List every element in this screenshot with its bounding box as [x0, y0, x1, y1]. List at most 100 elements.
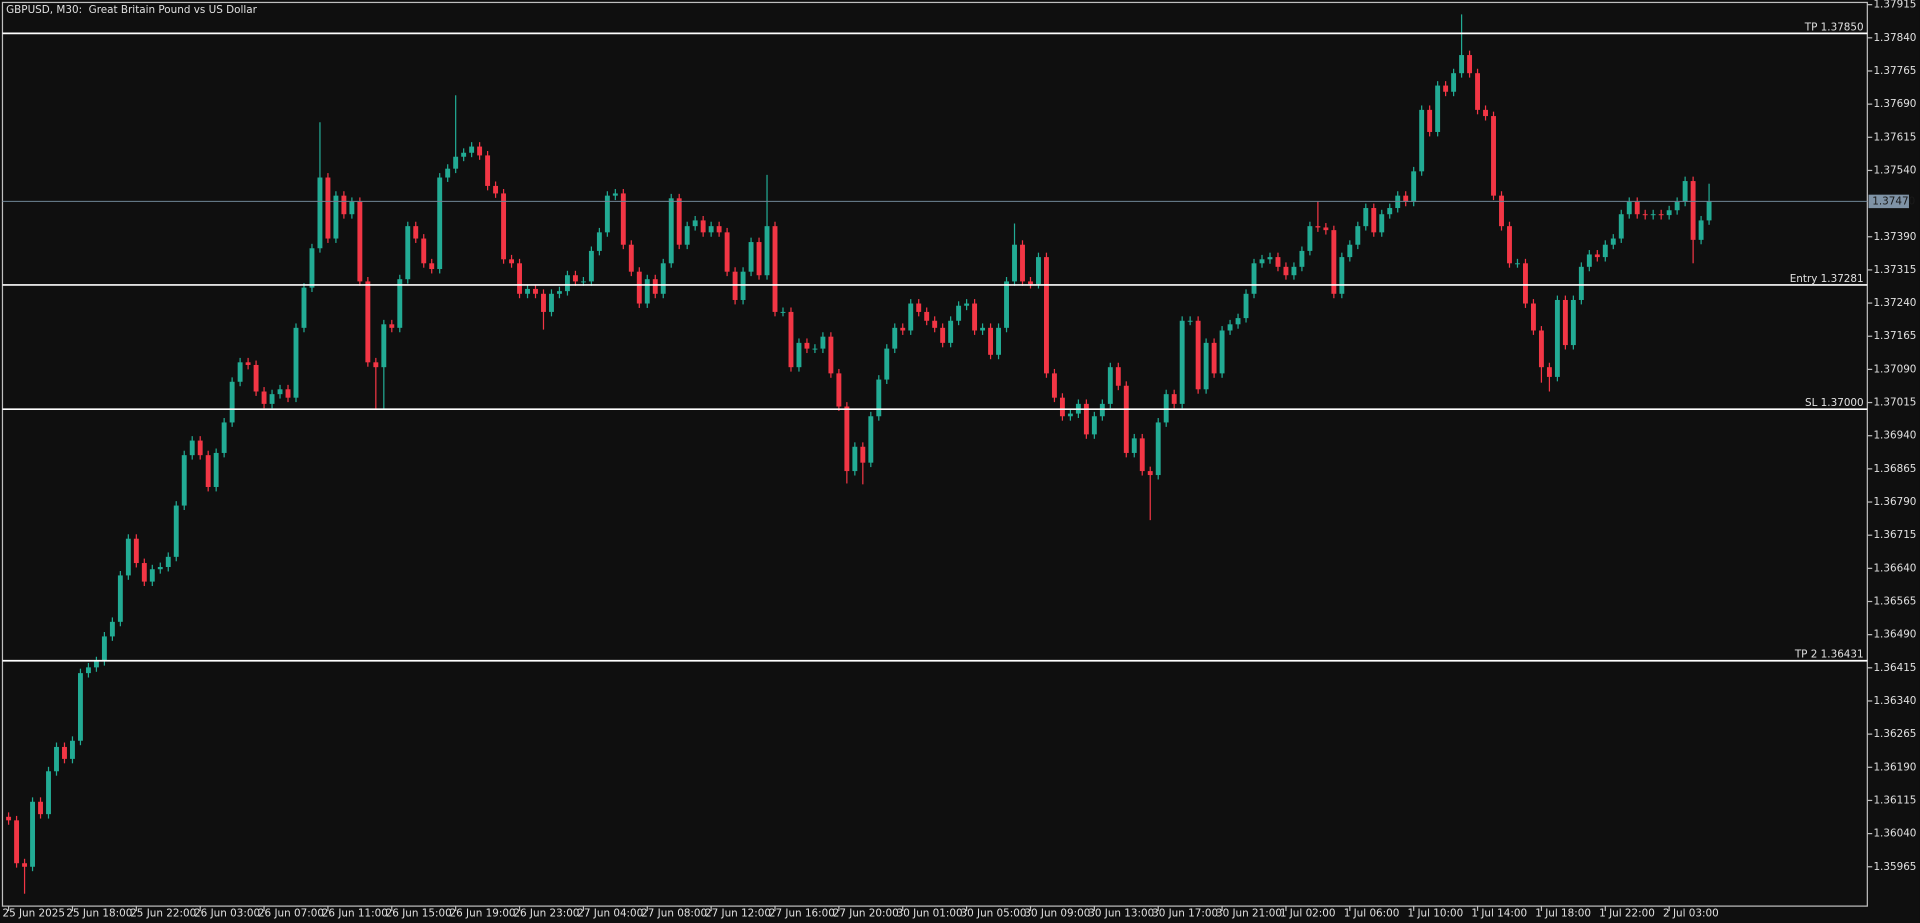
candle-body	[1283, 266, 1289, 276]
y-tick-label: 1.37090	[1873, 363, 1916, 375]
candle-body	[636, 271, 642, 304]
candle-body	[1379, 214, 1385, 233]
plot-frame	[1, 1, 1868, 907]
candle-body	[1538, 330, 1544, 368]
candle-body	[1004, 281, 1009, 328]
candle-body	[820, 336, 826, 349]
candle-body	[469, 146, 475, 153]
candle-body	[1020, 244, 1025, 282]
candle-body	[924, 311, 930, 321]
candle-body	[604, 195, 610, 233]
y-tick-label: 1.36490	[1873, 629, 1916, 641]
x-tick-label: 26 Jun 19:00	[450, 907, 516, 919]
level-label: TP 2 1.36431	[1794, 649, 1864, 661]
candle-body	[1115, 367, 1121, 386]
candle-body	[1427, 109, 1433, 132]
candle-body	[564, 275, 570, 292]
candle-body	[237, 362, 243, 382]
candle-body	[14, 820, 20, 864]
candle-body	[916, 303, 922, 312]
candle-body	[1515, 263, 1520, 265]
candle-body	[261, 391, 267, 404]
candle-body	[1267, 257, 1273, 260]
candle-body	[173, 505, 179, 557]
candle-body	[812, 348, 818, 350]
candle-body	[1650, 214, 1656, 216]
candle-body	[285, 389, 291, 398]
candle-body	[341, 195, 347, 215]
candle-body	[309, 248, 315, 288]
candle-body	[501, 193, 507, 260]
x-tick-label: 30 Jun 09:00	[1024, 907, 1090, 919]
candle-body	[1259, 259, 1265, 264]
candle-body	[1499, 195, 1504, 227]
x-tick-label: 27 Jun 12:00	[705, 907, 771, 919]
candle-body	[389, 324, 395, 328]
candle-body	[1642, 214, 1648, 216]
candle-body	[557, 291, 562, 294]
candle-body	[1682, 181, 1688, 202]
candle-body	[852, 446, 858, 472]
candle-body	[1570, 299, 1576, 346]
candle-body	[245, 362, 251, 365]
candle-body	[493, 185, 499, 194]
candle-body	[293, 327, 299, 398]
y-tick-label: 1.36415	[1873, 662, 1916, 674]
candle-body	[1059, 397, 1065, 417]
candle-body	[54, 746, 59, 772]
candle-body	[708, 226, 714, 233]
candle-body	[748, 242, 754, 272]
candle-body	[421, 238, 427, 264]
candle-body	[764, 226, 770, 276]
candle-body	[38, 801, 43, 815]
candle-body	[652, 279, 658, 294]
candle-body	[349, 201, 355, 215]
x-tick-label: 1 Jul 06:00	[1344, 907, 1400, 919]
candle-body	[1099, 403, 1105, 417]
candle-body	[1435, 85, 1441, 132]
y-tick-label: 1.36340	[1873, 695, 1916, 707]
candle-body	[1155, 422, 1161, 476]
candle-body	[1403, 195, 1409, 202]
candle-body	[1195, 320, 1201, 390]
candle-body	[1459, 55, 1465, 74]
candle-body	[1307, 226, 1313, 251]
candle-body	[1179, 320, 1185, 404]
candle-body	[1331, 230, 1337, 294]
candle-body	[1299, 250, 1305, 267]
candle-body	[1562, 299, 1568, 346]
candle-body	[1036, 257, 1041, 285]
candle-body	[644, 279, 650, 304]
x-tick-label: 27 Jun 08:00	[641, 907, 707, 919]
candle-body	[788, 311, 794, 368]
candle-body	[956, 305, 962, 321]
candle-body	[253, 364, 259, 392]
candle-body	[740, 271, 746, 300]
candle-body	[908, 303, 914, 331]
candle-body	[692, 220, 698, 227]
y-tick-label: 1.37315	[1873, 264, 1916, 276]
candle-body	[1467, 55, 1473, 74]
candle-body	[133, 538, 139, 564]
candle-body	[453, 156, 459, 169]
candle-body	[964, 303, 970, 306]
x-tick-label: 1 Jul 22:00	[1599, 907, 1655, 919]
candle-body	[381, 324, 387, 368]
level-label: Entry 1.37281	[1790, 273, 1864, 285]
candle-body	[676, 198, 682, 245]
candle-body	[940, 327, 946, 343]
y-tick-label: 1.35965	[1873, 861, 1916, 873]
candle-body	[1475, 73, 1481, 110]
y-tick-label: 1.37390	[1873, 231, 1916, 243]
candle-body	[1043, 257, 1049, 374]
level-label: SL 1.37000	[1805, 397, 1864, 409]
candle-body	[6, 816, 12, 821]
candle-body	[1091, 416, 1097, 435]
candle-body	[1578, 266, 1584, 300]
candle-body	[1626, 201, 1632, 215]
candle-body	[317, 177, 323, 249]
x-tick-label: 1 Jul 14:00	[1471, 907, 1527, 919]
candle-body	[1123, 385, 1129, 453]
